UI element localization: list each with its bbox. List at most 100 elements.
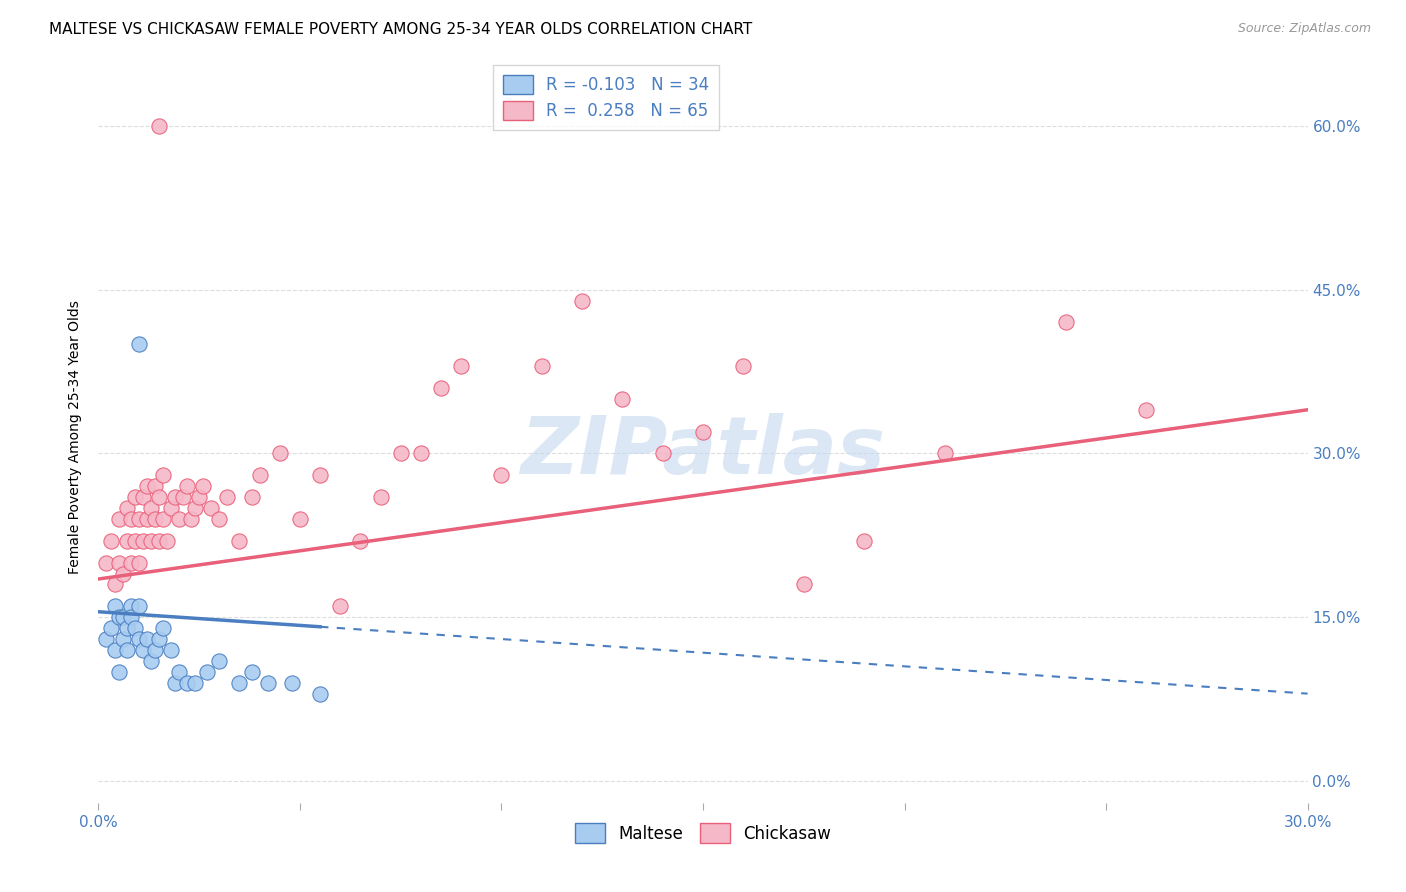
- Point: [111, 610, 134, 624]
- Point: [148, 533, 170, 548]
- Point: [172, 490, 194, 504]
- Legend: Maltese, Chickasaw: Maltese, Chickasaw: [568, 817, 838, 849]
- Point: [124, 490, 146, 504]
- Point: [208, 654, 231, 668]
- Point: [107, 512, 129, 526]
- Point: [240, 665, 263, 679]
- Point: [530, 359, 553, 373]
- Point: [389, 446, 412, 460]
- Point: [228, 675, 250, 690]
- Point: [156, 533, 179, 548]
- Point: [269, 446, 291, 460]
- Point: [148, 490, 170, 504]
- Point: [160, 643, 183, 657]
- Point: [107, 610, 129, 624]
- Point: [100, 621, 122, 635]
- Point: [120, 610, 142, 624]
- Point: [103, 599, 125, 614]
- Point: [329, 599, 352, 614]
- Point: [132, 490, 155, 504]
- Point: [120, 512, 142, 526]
- Point: [176, 675, 198, 690]
- Point: [217, 490, 239, 504]
- Point: [115, 533, 138, 548]
- Point: [163, 675, 186, 690]
- Point: [167, 512, 190, 526]
- Point: [853, 533, 876, 548]
- Point: [180, 512, 202, 526]
- Point: [793, 577, 815, 591]
- Point: [409, 446, 432, 460]
- Point: [128, 632, 150, 646]
- Text: MALTESE VS CHICKASAW FEMALE POVERTY AMONG 25-34 YEAR OLDS CORRELATION CHART: MALTESE VS CHICKASAW FEMALE POVERTY AMON…: [49, 22, 752, 37]
- Point: [612, 392, 634, 406]
- Point: [228, 533, 250, 548]
- Point: [193, 479, 215, 493]
- Point: [148, 119, 170, 133]
- Point: [1054, 315, 1077, 329]
- Point: [128, 337, 150, 351]
- Point: [370, 490, 392, 504]
- Point: [208, 512, 231, 526]
- Point: [128, 512, 150, 526]
- Point: [107, 556, 129, 570]
- Point: [195, 665, 218, 679]
- Point: [692, 425, 714, 439]
- Point: [249, 468, 271, 483]
- Point: [152, 512, 174, 526]
- Point: [143, 643, 166, 657]
- Point: [103, 577, 125, 591]
- Point: [240, 490, 263, 504]
- Point: [124, 621, 146, 635]
- Point: [1135, 402, 1157, 417]
- Point: [430, 381, 453, 395]
- Point: [96, 632, 118, 646]
- Point: [148, 632, 170, 646]
- Point: [111, 566, 134, 581]
- Point: [115, 501, 138, 516]
- Point: [135, 479, 157, 493]
- Point: [143, 512, 166, 526]
- Point: [934, 446, 956, 460]
- Point: [256, 675, 278, 690]
- Point: [188, 490, 211, 504]
- Point: [96, 556, 118, 570]
- Point: [349, 533, 371, 548]
- Point: [120, 599, 142, 614]
- Point: [309, 468, 332, 483]
- Point: [143, 479, 166, 493]
- Point: [281, 675, 304, 690]
- Point: [163, 490, 186, 504]
- Point: [450, 359, 472, 373]
- Point: [184, 675, 207, 690]
- Point: [139, 533, 162, 548]
- Point: [139, 654, 162, 668]
- Point: [139, 501, 162, 516]
- Point: [176, 479, 198, 493]
- Point: [100, 533, 122, 548]
- Y-axis label: Female Poverty Among 25-34 Year Olds: Female Poverty Among 25-34 Year Olds: [69, 300, 83, 574]
- Point: [309, 687, 332, 701]
- Point: [115, 643, 138, 657]
- Point: [184, 501, 207, 516]
- Point: [120, 556, 142, 570]
- Point: [132, 533, 155, 548]
- Text: ZIPatlas: ZIPatlas: [520, 413, 886, 491]
- Point: [288, 512, 311, 526]
- Point: [733, 359, 755, 373]
- Point: [132, 643, 155, 657]
- Point: [571, 293, 593, 308]
- Point: [152, 621, 174, 635]
- Point: [111, 632, 134, 646]
- Point: [167, 665, 190, 679]
- Point: [128, 556, 150, 570]
- Text: Source: ZipAtlas.com: Source: ZipAtlas.com: [1237, 22, 1371, 36]
- Point: [651, 446, 673, 460]
- Point: [124, 533, 146, 548]
- Point: [491, 468, 513, 483]
- Point: [160, 501, 183, 516]
- Point: [152, 468, 174, 483]
- Point: [128, 599, 150, 614]
- Point: [107, 665, 129, 679]
- Point: [115, 621, 138, 635]
